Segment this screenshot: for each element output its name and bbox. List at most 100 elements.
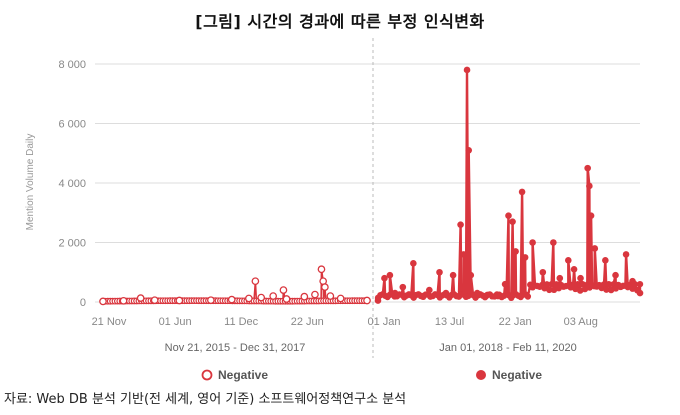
data-point [548, 280, 555, 288]
data-point [600, 281, 608, 288]
panel-2018-2020: 01 Jan 13 Jul 22 Jan 03 Aug [367, 66, 644, 328]
data-point [529, 239, 536, 246]
data-point [410, 260, 417, 267]
data-point [521, 254, 529, 261]
x-tick-label: 03 Aug [564, 316, 598, 328]
data-point [257, 293, 266, 302]
data-point [605, 280, 612, 288]
data-point [584, 164, 591, 172]
data-point [494, 292, 502, 300]
data-point [436, 268, 443, 276]
data-point [546, 286, 553, 294]
data-point [467, 271, 475, 279]
legend-label-filled: Negative [492, 368, 542, 382]
data-point [442, 289, 450, 297]
data-point [374, 297, 382, 304]
data-point [251, 277, 260, 286]
data-point [399, 283, 407, 291]
data-point [579, 280, 586, 288]
panel-2015-2017: 21 Nov 01 Jun 11 Dec 22 Jun [92, 265, 371, 328]
data-point [577, 274, 584, 282]
data-point [282, 295, 291, 303]
data-point [381, 274, 388, 282]
data-point [636, 280, 644, 288]
data-point [518, 188, 526, 196]
data-point [391, 289, 399, 297]
x-tick-label: 22 Jan [499, 316, 532, 328]
source-note: 자료: Web DB 분석 기반(전 세계, 영어 기준) 소프트웨어정책연구소… [4, 392, 407, 407]
y-tick-label: 8 000 [58, 59, 86, 71]
data-point [363, 296, 371, 305]
data-point [482, 292, 490, 300]
data-point [602, 257, 609, 264]
data-point [317, 265, 326, 274]
legend-label-hollow: Negative [218, 368, 268, 382]
period-label-2: Jan 01, 2018 - Feb 11, 2020 [439, 342, 576, 354]
data-point [505, 212, 512, 220]
y-axis-label: Mention Volume Daily [25, 134, 36, 231]
data-point [587, 212, 595, 220]
data-point [279, 286, 288, 294]
data-point [564, 257, 572, 264]
data-point [586, 182, 593, 190]
data-point [300, 292, 309, 301]
data-point [245, 294, 253, 303]
x-tick-label: 22 Jun [291, 316, 324, 328]
data-point [612, 271, 619, 279]
x-tick-label: 01 Jun [159, 316, 192, 328]
data-point [99, 297, 107, 306]
data-point [418, 292, 426, 300]
data-point [269, 292, 278, 300]
data-point [175, 296, 184, 305]
data-point [524, 293, 532, 300]
data-point [449, 271, 457, 279]
data-point [311, 290, 319, 299]
x-tick-label: 21 Nov [92, 316, 127, 328]
data-point [463, 66, 471, 74]
data-point [119, 296, 128, 305]
data-point [539, 268, 547, 276]
data-point [150, 296, 159, 305]
data-point [321, 283, 329, 291]
data-point [326, 292, 335, 300]
y-tick-label: 2 000 [58, 238, 86, 250]
legend-marker-filled [476, 370, 486, 380]
mention-volume-chart: 0 2 000 4 000 6 000 8 000 Mention Volume Dai… [25, 38, 644, 382]
data-point [501, 280, 509, 288]
data-point [426, 286, 433, 294]
period-label-1: Nov 21, 2015 - Dec 31, 2017 [165, 342, 306, 354]
data-point [603, 286, 610, 293]
y-tick-label: 4 000 [58, 178, 86, 190]
data-point [622, 251, 630, 258]
x-tick-label: 11 Dec [224, 316, 259, 328]
data-point [629, 277, 636, 285]
legend-hollow: Negative [201, 368, 268, 382]
data-point [465, 146, 473, 154]
chart-title: [그림] 시간의 경과에 따른 부정 인식변화 [195, 12, 485, 31]
legend-filled: Negative [476, 368, 542, 382]
data-point [457, 221, 464, 228]
data-point [570, 265, 578, 273]
y-axis: 0 2 000 4 000 6 000 8 000 [58, 59, 86, 309]
data-point [556, 274, 564, 282]
data-point [636, 289, 644, 297]
data-point [473, 289, 481, 297]
data-point [136, 294, 145, 302]
series-line-negative [376, 68, 642, 302]
y-tick-label: 0 [80, 297, 86, 309]
x-tick-label: 01 Jan [367, 316, 400, 328]
data-point [543, 281, 551, 288]
data-point [591, 245, 599, 252]
data-point [227, 295, 236, 304]
data-point [207, 296, 215, 305]
data-point [574, 281, 582, 288]
data-point [550, 239, 557, 246]
data-point [386, 271, 394, 279]
data-point [509, 218, 516, 225]
legend-marker-hollow [201, 369, 213, 381]
y-tick-label: 6 000 [58, 119, 86, 131]
data-point [512, 248, 519, 255]
data-point [460, 251, 467, 258]
data-point [336, 294, 345, 303]
grid-lines [95, 63, 640, 303]
